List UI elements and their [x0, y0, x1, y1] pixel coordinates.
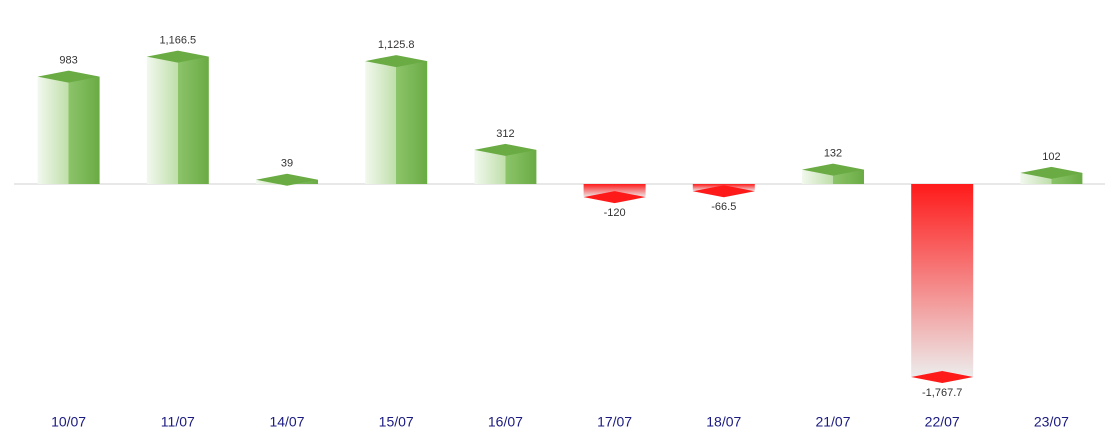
value-label: 1,125.8 — [378, 39, 415, 51]
bar — [583, 184, 646, 198]
bar — [802, 169, 864, 184]
bar-cap — [802, 163, 864, 176]
bar — [911, 184, 974, 378]
bar-cap — [583, 191, 646, 204]
x-tick-label: 23/07 — [1034, 414, 1069, 430]
value-label: 1,166.5 — [159, 35, 196, 47]
value-label: 312 — [496, 128, 514, 140]
x-tick-label: 16/07 — [488, 414, 523, 430]
bar-cap — [37, 70, 100, 83]
bar — [146, 56, 209, 185]
value-label: 39 — [281, 158, 293, 170]
value-label: 132 — [824, 147, 842, 159]
bar-cap — [1020, 166, 1083, 179]
value-label: 983 — [59, 55, 77, 67]
bar-cap — [365, 55, 428, 68]
bar-cap — [692, 185, 755, 198]
x-tick-label: 18/07 — [706, 414, 741, 430]
x-tick-label: 22/07 — [925, 414, 960, 430]
bar-cap — [256, 173, 318, 186]
x-tick-label: 10/07 — [51, 414, 86, 430]
value-label: -1,767.7 — [922, 387, 962, 399]
bar — [37, 76, 100, 184]
x-tick-label: 11/07 — [161, 414, 195, 430]
bar-cap — [146, 50, 209, 63]
bar-cap — [474, 143, 537, 156]
x-tick-label: 15/07 — [379, 414, 414, 430]
bar — [365, 61, 428, 185]
bar-cap — [911, 371, 974, 384]
x-tick-label: 14/07 — [269, 414, 304, 430]
x-tick-label: 21/07 — [815, 414, 850, 430]
value-label: 102 — [1042, 151, 1060, 163]
value-label: -120 — [604, 207, 626, 219]
value-label: -66.5 — [711, 201, 736, 213]
x-tick-label: 17/07 — [597, 414, 632, 430]
